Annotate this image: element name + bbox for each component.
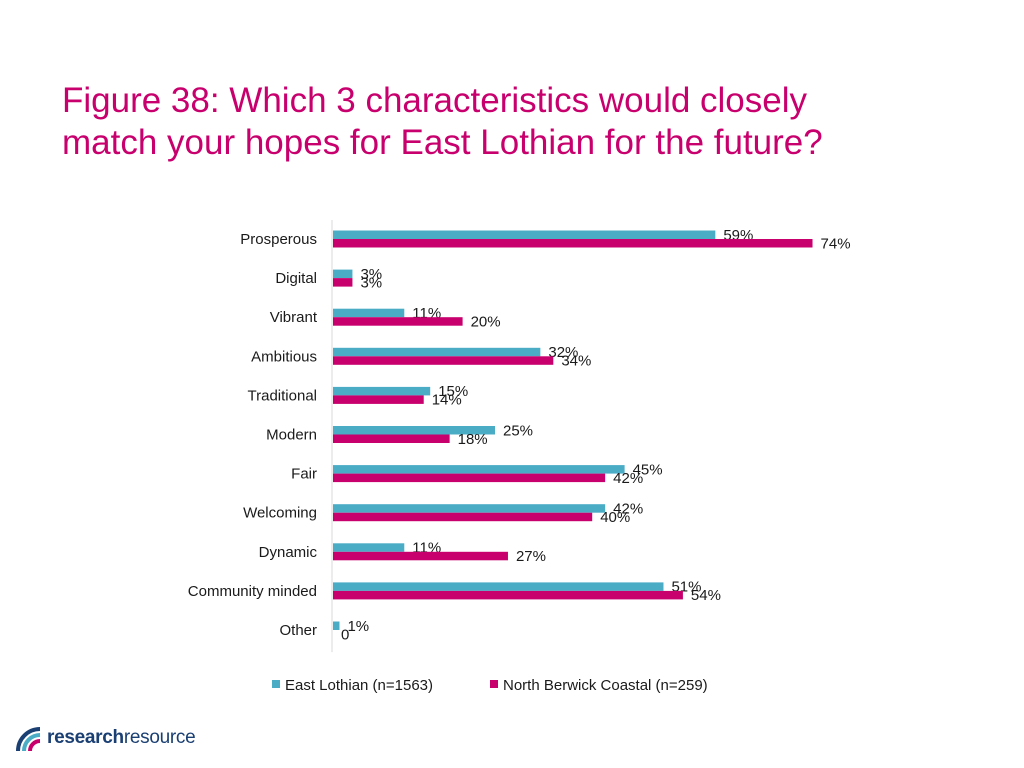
data-label: 32% (548, 344, 578, 361)
category-label: Ambitious (251, 348, 317, 365)
logo-text: researchresource (47, 727, 196, 749)
legend-label: East Lothian (n=1563) (285, 677, 433, 694)
data-label: 20% (471, 313, 501, 330)
logo-text-bold: research (47, 727, 124, 748)
category-label: Dynamic (259, 544, 318, 561)
data-label: 3% (360, 274, 382, 291)
bar (333, 317, 463, 326)
bar (333, 512, 593, 522)
research-resource-logo: researchresource (14, 720, 196, 756)
legend-label: North Berwick Coastal (n=259) (503, 677, 708, 694)
chart-title: Figure 38: Which 3 characteristics would… (62, 80, 962, 164)
data-label: 15% (438, 383, 468, 400)
data-label: 45% (633, 461, 663, 478)
title-line-1: Figure 38: Which 3 characteristics would… (62, 81, 808, 120)
bar (333, 239, 813, 248)
bar (333, 269, 353, 279)
logo-mark-icon (16, 727, 41, 752)
bar (333, 465, 625, 474)
data-label: 42% (613, 500, 643, 517)
bar (333, 543, 405, 552)
bar (333, 230, 716, 239)
bar (333, 347, 541, 357)
data-label: 34% (561, 353, 591, 370)
data-label: 25% (503, 422, 533, 439)
data-label: 40% (600, 509, 630, 526)
bar (333, 621, 340, 630)
data-label: 14% (432, 392, 462, 409)
data-label: 27% (516, 548, 546, 565)
data-label: 42% (613, 470, 643, 487)
data-label: 54% (691, 587, 721, 604)
category-label: Modern (266, 427, 317, 444)
bar (333, 386, 431, 396)
category-label: Community minded (188, 583, 317, 600)
data-label: 3% (360, 266, 382, 283)
data-label: 0 (341, 626, 349, 643)
bar (333, 278, 353, 287)
bar (333, 308, 405, 318)
category-label: Traditional (248, 387, 317, 404)
title-line-2: match your hopes for East Lothian for th… (62, 123, 823, 162)
category-label: Other (279, 622, 317, 639)
category-label: Digital (275, 270, 317, 287)
bar (333, 426, 495, 435)
legend-swatch (490, 680, 498, 688)
category-label: Welcoming (243, 505, 317, 522)
bar (333, 504, 606, 513)
bar (333, 395, 424, 404)
category-label: Prosperous (240, 231, 317, 248)
category-label: Vibrant (270, 309, 318, 326)
data-label: 74% (821, 235, 851, 252)
bar (333, 473, 606, 483)
bar (333, 590, 683, 600)
bar (333, 551, 508, 561)
bar (333, 356, 554, 365)
category-label: Fair (291, 466, 317, 483)
legend-swatch (272, 680, 280, 688)
bar (333, 434, 450, 443)
data-label: 1% (347, 618, 369, 635)
logo-text-regular: resource (123, 727, 196, 748)
bar (333, 582, 664, 591)
data-label: 18% (458, 431, 488, 448)
